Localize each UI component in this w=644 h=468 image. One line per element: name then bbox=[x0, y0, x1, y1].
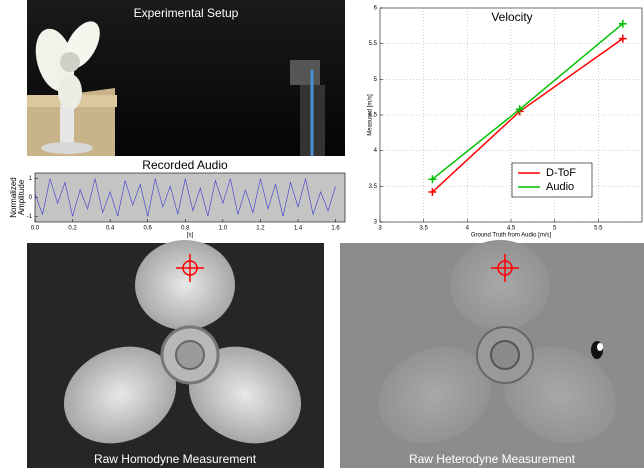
x-tick-label: 3 bbox=[378, 226, 382, 232]
title-background bbox=[130, 158, 240, 172]
x-tick-label: 0.0 bbox=[31, 226, 40, 232]
x-tick-label: 0.8 bbox=[181, 226, 190, 232]
x-tick-label: 3.5 bbox=[419, 226, 428, 232]
photo-caption: Raw Heterodyne Measurement bbox=[409, 452, 576, 466]
y-axis-label: Normalized bbox=[9, 177, 18, 217]
setup-photo: Experimental Setup bbox=[27, 0, 345, 156]
x-tick-label: 4.5 bbox=[507, 226, 516, 232]
data-marker bbox=[428, 175, 437, 184]
y-tick-label: 3 bbox=[374, 220, 378, 226]
x-tick-label: 0.4 bbox=[106, 226, 115, 232]
y-tick-label: 3.5 bbox=[369, 184, 378, 190]
data-marker bbox=[515, 105, 524, 114]
legend-box bbox=[511, 162, 593, 198]
x-tick-label: 5 bbox=[553, 226, 557, 232]
x-axis-label: Ground Truth from Audio [m/s] bbox=[471, 233, 552, 239]
x-tick-label: 0.6 bbox=[144, 226, 153, 232]
x-tick-label: 1.6 bbox=[331, 226, 340, 232]
y-tick-label: -1 bbox=[27, 214, 33, 220]
x-tick-label: 1.0 bbox=[219, 226, 228, 232]
chart-title: Velocity bbox=[491, 10, 532, 24]
homodyne-image: Raw Homodyne Measurement bbox=[27, 240, 324, 468]
data-line bbox=[34, 178, 336, 217]
x-tick-label: 0.2 bbox=[68, 226, 77, 232]
photo-caption: Raw Homodyne Measurement bbox=[94, 452, 257, 466]
data-marker bbox=[618, 19, 627, 28]
y-tick-label: 4 bbox=[374, 148, 378, 154]
data-marker bbox=[618, 34, 627, 43]
y-tick-label: 1 bbox=[29, 176, 33, 182]
legend-label: D-ToF bbox=[546, 167, 576, 179]
y-tick-label: 5.5 bbox=[369, 41, 378, 47]
y-axis-label: Measured [m/s] bbox=[368, 94, 374, 136]
y-tick-label: 0 bbox=[29, 195, 33, 201]
x-tick-label: 1.4 bbox=[294, 226, 303, 232]
y-tick-label: 5 bbox=[374, 77, 378, 83]
x-tick-label: 5.5 bbox=[594, 226, 603, 232]
x-tick-label: 1.2 bbox=[256, 226, 265, 232]
x-tick-label: 4 bbox=[466, 226, 470, 232]
y-tick-label: 6 bbox=[374, 6, 378, 12]
chart-title: Recorded Audio bbox=[142, 158, 228, 172]
y-axis-label: Amplitude bbox=[17, 179, 26, 215]
heterodyne-image: Raw Heterodyne Measurement bbox=[340, 240, 644, 468]
legend-label: Audio bbox=[546, 181, 574, 193]
y-tick-label: 4.5 bbox=[369, 113, 378, 119]
x-axis-label: [s] bbox=[187, 233, 194, 239]
data-marker bbox=[428, 188, 437, 197]
photo-caption: Experimental Setup bbox=[134, 6, 239, 20]
